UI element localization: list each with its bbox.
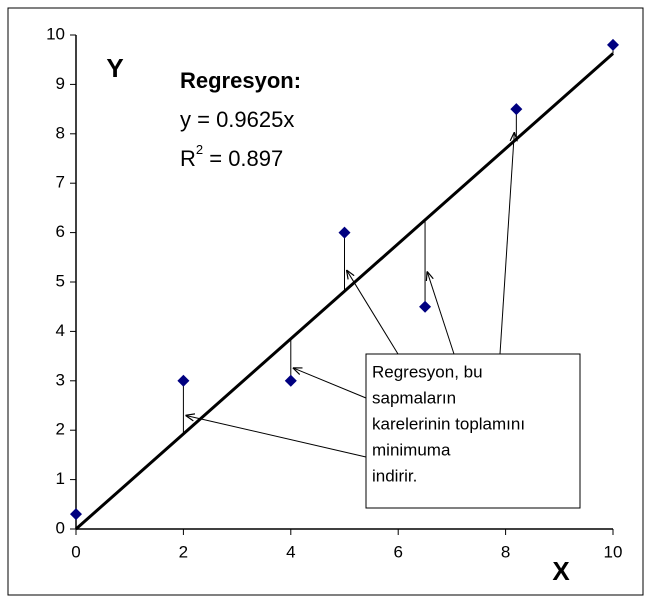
arrow bbox=[347, 270, 399, 355]
note-line: karelerinin toplamını bbox=[372, 414, 525, 433]
x-tick-label: 6 bbox=[393, 542, 402, 561]
r-base: R bbox=[180, 146, 196, 171]
x-tick-label: 0 bbox=[71, 542, 80, 561]
y-tick-label: 9 bbox=[56, 74, 65, 93]
note-line: Regresyon, bu bbox=[372, 362, 483, 381]
equation: y = 0.9625x bbox=[180, 107, 294, 132]
note-box bbox=[365, 353, 581, 509]
x-tick-label: 4 bbox=[286, 542, 295, 561]
note-line: minimuma bbox=[372, 440, 451, 459]
note-line: indirir. bbox=[372, 466, 417, 485]
point bbox=[419, 300, 432, 313]
y-tick-label: 3 bbox=[56, 370, 65, 389]
r-squared: R2 = 0.897 bbox=[180, 142, 283, 170]
r-rest: = 0.897 bbox=[203, 146, 283, 171]
y-tick-label: 5 bbox=[56, 271, 65, 290]
note-line: sapmaların bbox=[372, 388, 456, 407]
y-tick-label: 8 bbox=[56, 123, 65, 142]
y-tick-label: 0 bbox=[56, 518, 65, 537]
point bbox=[70, 508, 82, 521]
arrow bbox=[427, 271, 455, 355]
y-tick-label: 6 bbox=[56, 222, 65, 241]
equation-title: Regresyon: bbox=[180, 68, 301, 93]
arrow bbox=[499, 132, 514, 355]
point bbox=[607, 38, 619, 51]
x-tick-label: 2 bbox=[179, 542, 188, 561]
y-axis-label: Y bbox=[106, 53, 123, 83]
x-axis-label: X bbox=[552, 556, 570, 586]
point bbox=[284, 374, 297, 387]
regression-line bbox=[75, 52, 614, 531]
r-sup: 2 bbox=[196, 142, 203, 157]
x-tick-label: 8 bbox=[501, 542, 510, 561]
point bbox=[510, 103, 523, 116]
y-tick-label: 2 bbox=[56, 420, 65, 439]
y-tick-label: 1 bbox=[56, 469, 65, 488]
frame bbox=[7, 7, 644, 596]
x-tick-label: 10 bbox=[604, 542, 623, 561]
y-tick-label: 10 bbox=[46, 24, 65, 43]
arrow bbox=[185, 415, 367, 458]
point bbox=[177, 374, 190, 387]
y-tick-label: 7 bbox=[56, 173, 65, 192]
point bbox=[338, 226, 351, 239]
y-tick-label: 4 bbox=[56, 321, 65, 340]
arrow bbox=[293, 368, 367, 399]
